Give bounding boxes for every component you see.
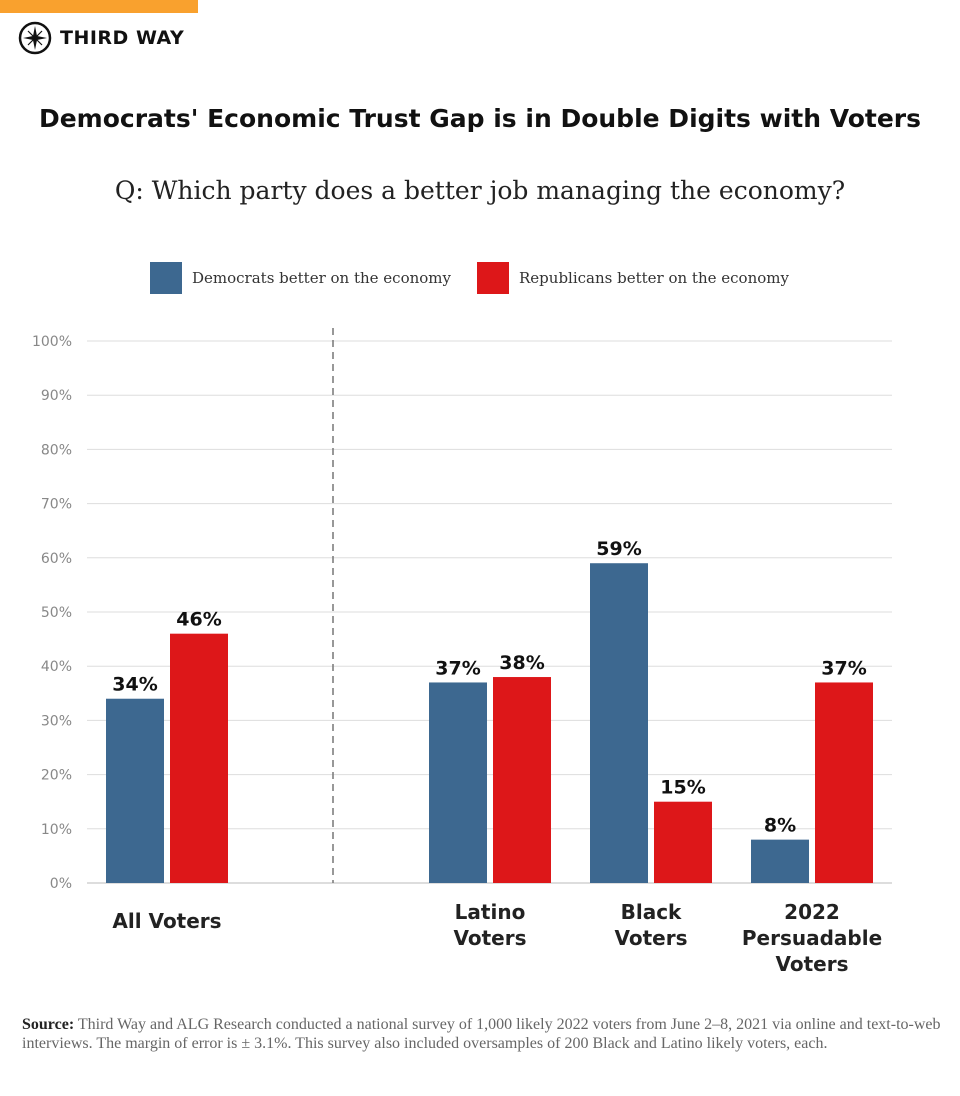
- logo-text: THIRD WAY: [60, 27, 185, 49]
- chart-subtitle: Q: Which party does a better job managin…: [114, 176, 846, 205]
- data-label: 46%: [176, 609, 221, 631]
- bar-republicans: [493, 677, 551, 883]
- data-label: 59%: [596, 538, 641, 560]
- bar-republicans: [654, 801, 712, 883]
- data-label: 37%: [821, 657, 866, 679]
- y-tick-label: 70%: [41, 497, 72, 513]
- source-label: Source:: [22, 1016, 75, 1033]
- source-text: Third Way and ALG Research conducted a n…: [22, 1016, 941, 1052]
- category-label: Latino: [455, 900, 526, 924]
- category-label: All Voters: [112, 909, 221, 933]
- y-tick-label: 50%: [41, 605, 72, 621]
- legend-swatch-republicans: [477, 262, 510, 294]
- bar-chart: 0% 10% 20% 30% 40% 50% 60% 70% 80% 90% 100% 34% 46% A…: [32, 328, 892, 976]
- logo: THIRD WAY: [18, 21, 184, 55]
- legend: Democrats better on the economy Republic…: [150, 262, 789, 294]
- source-note: Source: Third Way and ALG Research condu…: [22, 1015, 942, 1053]
- category-label: Voters: [614, 926, 687, 950]
- data-label: 15%: [660, 777, 705, 799]
- y-tick-label: 90%: [41, 388, 72, 404]
- y-tick-label: 40%: [41, 659, 72, 675]
- y-tick-label: 100%: [32, 334, 72, 350]
- data-label: 38%: [499, 652, 544, 674]
- brand-bar: [0, 0, 198, 13]
- legend-label-republicans: Republicans better on the economy: [519, 269, 789, 287]
- category-label: Black: [621, 900, 682, 924]
- data-label: 37%: [435, 657, 480, 679]
- y-tick-label: 10%: [41, 822, 72, 838]
- legend-label-democrats: Democrats better on the economy: [192, 269, 452, 287]
- y-tick-label: 60%: [41, 551, 72, 567]
- chart-title: Democrats' Economic Trust Gap is in Doub…: [38, 104, 922, 133]
- bar-democrats: [751, 839, 809, 883]
- category-label: Voters: [453, 926, 526, 950]
- data-label: 34%: [112, 674, 157, 696]
- data-label: 8%: [764, 815, 796, 837]
- category-label: Persuadable: [742, 926, 882, 950]
- legend-swatch-democrats: [150, 262, 182, 294]
- bar-republicans: [815, 682, 873, 883]
- y-tick-label: 30%: [41, 713, 72, 729]
- bar-democrats: [590, 563, 648, 883]
- bar-democrats: [429, 682, 487, 883]
- y-tick-label: 20%: [41, 768, 72, 784]
- y-tick-label: 80%: [41, 442, 72, 458]
- category-label: 2022: [784, 900, 840, 924]
- bar-republicans: [170, 633, 228, 883]
- bar-democrats: [106, 698, 164, 883]
- y-tick-label: 0%: [50, 876, 72, 892]
- compass-icon: [18, 21, 52, 55]
- category-label: Voters: [775, 952, 848, 976]
